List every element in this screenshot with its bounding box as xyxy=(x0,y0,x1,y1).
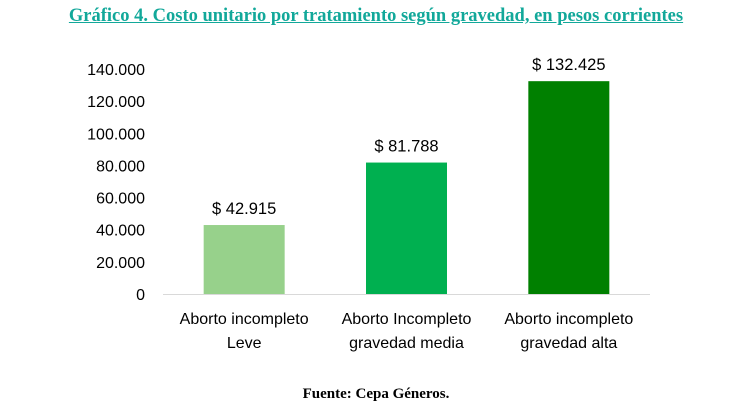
y-tick-label: 20.000 xyxy=(96,255,145,272)
data-label: $ 132.425 xyxy=(532,56,605,74)
y-tick-label: 60.000 xyxy=(96,191,145,208)
data-label: $ 81.788 xyxy=(374,138,438,156)
bar xyxy=(203,225,285,294)
y-tick-label: 80.000 xyxy=(96,158,145,175)
data-label: $ 42.915 xyxy=(212,200,276,218)
chart-title: Gráfico 4. Costo unitario por tratamient… xyxy=(68,6,684,26)
y-tick-label: 140.000 xyxy=(87,62,145,79)
y-tick-label: 100.000 xyxy=(87,126,145,143)
x-tick-label: gravedad media xyxy=(349,335,464,352)
source-note: Fuente: Cepa Géneros. xyxy=(302,386,450,402)
x-tick-label: Aborto incompleto xyxy=(180,311,309,328)
bar xyxy=(366,162,447,294)
y-tick-label: 0 xyxy=(136,287,145,304)
x-tick-label: Leve xyxy=(227,335,262,352)
y-tick-label: 120.000 xyxy=(87,94,145,111)
bar xyxy=(528,81,610,295)
y-tick-label: 40.000 xyxy=(96,223,145,240)
x-tick-label: Aborto incompleto xyxy=(504,311,633,328)
x-tick-label: Aborto Incompleto xyxy=(342,311,472,328)
x-tick-label: gravedad alta xyxy=(520,335,617,352)
